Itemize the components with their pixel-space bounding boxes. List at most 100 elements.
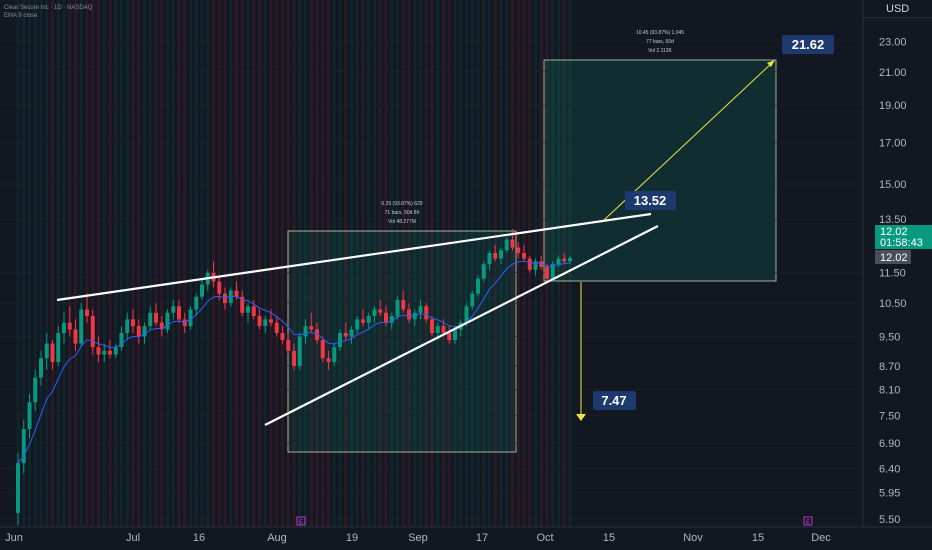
x-tick-label: Oct (536, 532, 553, 544)
volume-stripe (91, 0, 95, 527)
legend[interactable]: Clear Secure Inc · 1D · NASDAQ EMA 9 clo… (4, 5, 93, 19)
time-axis[interactable]: Jun Jul 16 Aug 19 Sep 17 Oct 15 Nov 15 Dec (5, 532, 831, 544)
volume-stripe (424, 0, 428, 527)
indicator-legend: EMA 9 close (4, 13, 38, 19)
candle-body (361, 319, 365, 323)
volume-stripe (275, 0, 279, 527)
candle-body (125, 319, 130, 333)
last-price-tag: 12.02 01:58:43 (875, 225, 932, 249)
volume-stripe (269, 0, 273, 527)
y-tick-label: 8.10 (879, 385, 900, 397)
volume-stripe (384, 0, 388, 527)
volume-stripe (344, 0, 348, 527)
candle-body (44, 343, 49, 359)
prev-close-tag: 12.02 (875, 250, 911, 264)
candle-body (453, 329, 457, 341)
svg-text:10.45 (93.87%) 1,045: 10.45 (93.87%) 1,045 (636, 30, 684, 36)
candle-body (562, 258, 567, 262)
price-axis[interactable] (863, 0, 932, 550)
y-tick-label: 7.50 (879, 410, 900, 422)
volume-stripe (119, 0, 124, 527)
svg-text:Vol 2.113K: Vol 2.113K (648, 48, 672, 54)
candle-body (39, 358, 43, 378)
candle-body (85, 309, 89, 317)
volume-stripe (252, 0, 256, 527)
candle-body (447, 332, 452, 341)
volume-stripe (407, 0, 411, 527)
volume-stripe (137, 0, 141, 527)
y-tick-label: 9.50 (879, 331, 900, 343)
volume-stripe (464, 0, 469, 527)
y-tick-label: 6.40 (879, 463, 900, 475)
y-tick-label: 21.00 (879, 67, 907, 79)
grid (0, 41, 863, 520)
volume-stripe (200, 0, 204, 527)
volume-stripe (206, 0, 210, 527)
candle-body (407, 309, 411, 320)
volume-stripe (430, 0, 434, 527)
volume-stripe (447, 0, 451, 527)
x-tick-label: 16 (193, 532, 205, 544)
candle-body (389, 316, 394, 323)
target-up-arrowhead (767, 60, 775, 67)
candle-body (79, 309, 84, 344)
candle-body (131, 319, 135, 327)
volume-stripe (16, 0, 20, 527)
target-label-lower[interactable]: 7.47 (593, 391, 636, 410)
candle-body (349, 329, 354, 337)
target-label-upper[interactable]: 21.62 (782, 35, 834, 54)
candle-body (401, 299, 406, 310)
volume-stripe (395, 0, 400, 527)
candle-body (286, 340, 291, 351)
volume-stripe (177, 0, 181, 527)
volume-stripe (79, 0, 83, 527)
volume-stripe (298, 0, 302, 527)
candle-body (251, 306, 256, 317)
volume-stripe (27, 0, 32, 527)
candle-body (297, 336, 302, 366)
volume-stripe (332, 0, 336, 527)
volume-stripe (165, 0, 170, 527)
candle-body (510, 239, 515, 248)
volume-stripe (441, 0, 446, 527)
svg-text:12.02: 12.02 (880, 226, 908, 238)
candle-body (280, 332, 285, 341)
y-tick-label: 10.50 (879, 298, 907, 310)
svg-text:21.62: 21.62 (792, 37, 825, 52)
y-tick-label: 6.90 (879, 438, 900, 450)
volume-stripe (453, 0, 457, 527)
wedge-upper-trendline[interactable] (56, 212, 652, 302)
candle-body (240, 296, 245, 313)
candle-body (338, 332, 342, 348)
candle-body (177, 306, 181, 320)
wedge-lower-trendline[interactable] (264, 225, 659, 426)
volume-stripe (390, 0, 394, 527)
volume-stripe (246, 0, 250, 527)
price-axis-ticks: 23.00 21.00 19.00 17.00 15.00 13.50 11.50 10.50… (879, 36, 907, 525)
volume-stripe (96, 0, 101, 527)
volume-stripe (102, 0, 106, 527)
candle-body (499, 250, 503, 259)
candle-body (102, 350, 107, 355)
candle-body (21, 428, 26, 464)
candle-body (96, 347, 101, 355)
candle-body (418, 306, 423, 313)
volume-stripe (188, 0, 193, 527)
target-label-breakout[interactable]: 13.52 (625, 191, 676, 210)
volume-stripe (263, 0, 267, 527)
svg-text:01:58:43: 01:58:43 (880, 237, 923, 249)
candle-body (303, 326, 308, 337)
candle-body (194, 296, 199, 310)
volume-stripe (315, 0, 319, 527)
volume-stripe (217, 0, 221, 527)
earnings-markers[interactable]: E E (296, 516, 813, 526)
currency-label[interactable]: USD (886, 3, 909, 15)
svg-text:13.52: 13.52 (634, 193, 667, 208)
volume-stripe (33, 0, 37, 527)
candle-body (332, 347, 337, 363)
candle-body (550, 264, 555, 279)
candle-body (320, 340, 325, 359)
candle-body (326, 358, 331, 363)
svg-text:E: E (806, 520, 810, 526)
